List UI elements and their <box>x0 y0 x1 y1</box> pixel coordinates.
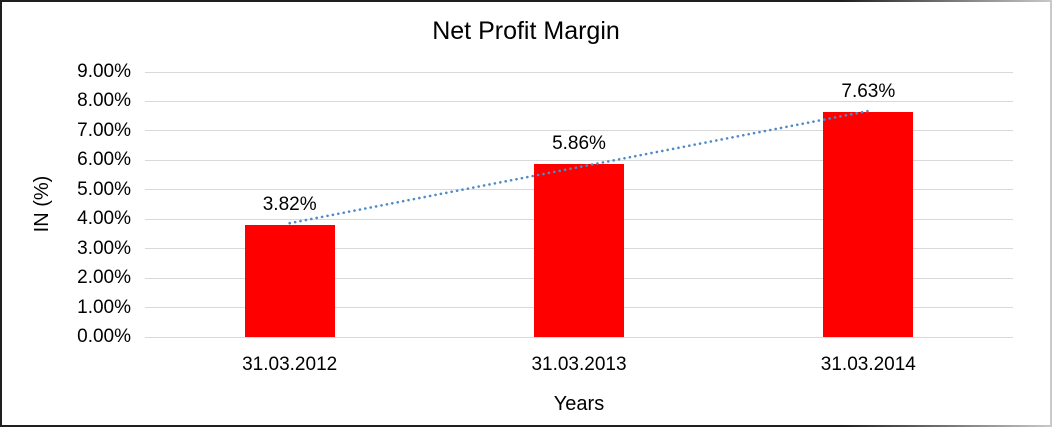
bar-31.03.2014 <box>823 112 914 337</box>
y-tick-label: 8.00% <box>77 90 131 112</box>
y-tick-label: 3.00% <box>77 237 131 259</box>
data-label: 7.63% <box>841 81 896 103</box>
x-axis-title: Years <box>553 393 605 415</box>
frame-border-left <box>0 0 2 427</box>
y-tick-label: 9.00% <box>77 61 131 82</box>
x-tick-label: 31.03.2014 <box>820 354 916 375</box>
chart-title: Net Profit Margin <box>432 17 620 45</box>
y-tick-label: 1.00% <box>77 296 131 318</box>
plot-area: 3.82% 5.86% 7.63% <box>145 71 1013 338</box>
gridline <box>145 336 1013 338</box>
frame-border-bottom <box>0 425 1052 427</box>
y-tick-label: 4.00% <box>77 208 131 230</box>
bar-31.03.2013 <box>534 164 624 337</box>
data-label: 3.82% <box>262 193 317 215</box>
frame-border-right <box>1050 0 1052 427</box>
bar-31.03.2012 <box>244 224 335 337</box>
y-tick-label: 6.00% <box>77 149 131 171</box>
y-tick-label: 5.00% <box>77 178 131 200</box>
frame-border-top <box>0 0 1052 2</box>
data-label: 5.86% <box>552 133 606 155</box>
gridline <box>145 100 1013 102</box>
y-tick-label: 0.00% <box>77 326 131 347</box>
x-tick-label: 31.03.2013 <box>531 354 627 375</box>
gridline <box>145 71 1013 73</box>
y-tick-label: 2.00% <box>77 267 131 289</box>
y-tick-label: 7.00% <box>77 119 131 141</box>
x-tick-label: 31.03.2012 <box>242 354 338 375</box>
